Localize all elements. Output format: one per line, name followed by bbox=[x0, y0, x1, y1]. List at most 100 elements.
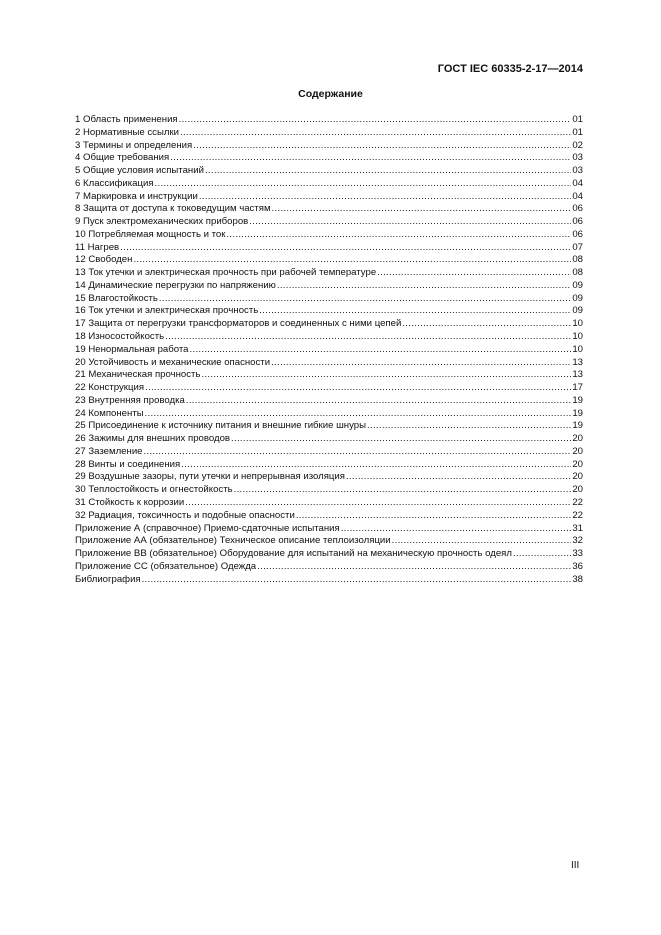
toc-entry: 9 Пуск электромеханических приборов 06 bbox=[75, 216, 583, 229]
toc-entry-title: 7 Маркировка и инструкции bbox=[75, 190, 198, 202]
toc-entry-page: 13 bbox=[572, 369, 583, 381]
toc-entry: 5 Общие условия испытаний 03 bbox=[75, 165, 583, 178]
dot-leader bbox=[271, 357, 571, 370]
dot-leader bbox=[402, 318, 571, 331]
toc-entry: Приложение АА (обязательное) Техническое… bbox=[75, 535, 583, 548]
toc-entry-page: 20 bbox=[572, 433, 583, 445]
toc-entry: 8 Защита от доступа к токоведущим частям… bbox=[75, 203, 583, 216]
toc-entry-title: 11 Нагрев bbox=[75, 241, 120, 253]
page-number: III bbox=[571, 860, 580, 871]
dot-leader bbox=[181, 459, 571, 472]
toc-entry-page: 04 bbox=[572, 190, 583, 202]
toc-entry: 4 Общие требования 03 bbox=[75, 152, 583, 165]
toc-entry: Библиография 38 bbox=[75, 574, 583, 587]
toc-entry-title: 31 Стойкость к коррозии bbox=[75, 496, 185, 508]
toc-entry-page: 06 bbox=[572, 203, 583, 215]
toc-entry-title: 18 Износостойкость bbox=[75, 331, 165, 343]
dot-leader bbox=[249, 216, 571, 229]
toc-entry-title: Приложение А (справочное) Приемо-сдаточн… bbox=[75, 522, 340, 534]
toc-entry-page: 31 bbox=[572, 522, 583, 534]
toc-entry-title: 17 Защита от перегрузки трансформаторов … bbox=[75, 318, 402, 330]
toc-entry-page: 09 bbox=[572, 305, 583, 317]
toc-entry-title: 23 Внутренняя проводка bbox=[75, 394, 185, 406]
table-of-contents: 1 Область применения012 Нормативные ссыл… bbox=[75, 114, 583, 586]
toc-entry-page: 19 bbox=[572, 420, 583, 432]
toc-entry-title: 29 Воздушные зазоры, пути утечки и непре… bbox=[75, 471, 345, 483]
toc-entry-title: 5 Общие условия испытаний bbox=[75, 165, 204, 177]
page-title: Содержание bbox=[298, 88, 363, 100]
toc-entry: 1 Область применения 01 bbox=[75, 114, 583, 127]
toc-entry-title: Приложение ВВ (обязательное) Оборудовани… bbox=[75, 548, 512, 560]
dot-leader bbox=[257, 561, 571, 574]
dot-leader bbox=[392, 535, 572, 548]
toc-entry-page: 01 bbox=[572, 126, 583, 138]
toc-entry-page: 20 bbox=[572, 445, 583, 457]
toc-entry: 11 Нагрев 07 bbox=[75, 242, 583, 255]
toc-entry: 14 Динамические перегрузки по напряжению… bbox=[75, 280, 583, 293]
dot-leader bbox=[144, 446, 572, 459]
toc-entry-page: 08 bbox=[572, 267, 583, 279]
toc-entry: 31 Стойкость к коррозии 22 bbox=[75, 497, 583, 510]
dot-leader bbox=[277, 280, 571, 293]
dot-leader bbox=[341, 523, 572, 536]
toc-entry-title: 19 Ненормальная работа bbox=[75, 343, 189, 355]
dot-leader bbox=[155, 178, 572, 191]
toc-entry: 21 Механическая прочность 13 bbox=[75, 369, 583, 382]
dot-leader bbox=[186, 395, 571, 408]
dot-leader bbox=[120, 242, 571, 255]
toc-entry-title: 10 Потребляемая мощность и ток bbox=[75, 228, 226, 240]
toc-entry-title: 25 Присоединение к источнику питания и в… bbox=[75, 420, 367, 432]
toc-entry: 25 Присоединение к источнику питания и в… bbox=[75, 420, 583, 433]
dot-leader bbox=[159, 293, 571, 306]
toc-entry: 18 Износостойкость 10 bbox=[75, 331, 583, 344]
toc-entry-page: 19 bbox=[572, 394, 583, 406]
toc-entry: 7 Маркировка и инструкции 04 bbox=[75, 191, 583, 204]
toc-entry: 15 Влагостойкость 09 bbox=[75, 293, 583, 306]
toc-entry: 20 Устойчивость и механические опасности… bbox=[75, 357, 583, 370]
dot-leader bbox=[180, 127, 571, 140]
dot-leader bbox=[259, 305, 571, 318]
toc-entry-title: 13 Ток утечки и электрическая прочность … bbox=[75, 267, 377, 279]
toc-entry-page: 32 bbox=[572, 535, 583, 547]
toc-entry-title: 15 Влагостойкость bbox=[75, 292, 158, 304]
toc-entry-title: 8 Защита от доступа к токоведущим частям bbox=[75, 203, 271, 215]
toc-entry-page: 10 bbox=[572, 343, 583, 355]
dot-leader bbox=[513, 548, 571, 561]
toc-entry-page: 08 bbox=[572, 254, 583, 266]
toc-entry: 30 Теплостойкость и огнестойкость 20 bbox=[75, 484, 583, 497]
toc-entry-title: 6 Классификация bbox=[75, 177, 154, 189]
toc-entry: 22 Конструкция 17 bbox=[75, 382, 583, 395]
toc-entry: Приложение А (справочное) Приемо-сдаточн… bbox=[75, 523, 583, 536]
dot-leader bbox=[133, 254, 571, 267]
document-header: ГОСТ IEC 60335-2-17—2014 bbox=[437, 63, 583, 75]
toc-entry: 26 Зажимы для внешних проводов 20 bbox=[75, 433, 583, 446]
toc-entry: 16 Ток утечки и электрическая прочность 0… bbox=[75, 305, 583, 318]
dot-leader bbox=[201, 369, 571, 382]
toc-entry-page: 07 bbox=[572, 241, 583, 253]
toc-entry-page: 19 bbox=[572, 407, 583, 419]
toc-entry-title: 22 Конструкция bbox=[75, 382, 145, 394]
toc-entry: 3 Термины и определения 02 bbox=[75, 140, 583, 153]
toc-entry-page: 22 bbox=[572, 509, 583, 521]
dot-leader bbox=[205, 165, 571, 178]
toc-entry-page: 01 bbox=[572, 114, 583, 125]
toc-entry: 23 Внутренняя проводка 19 bbox=[75, 395, 583, 408]
toc-entry-page: 22 bbox=[572, 496, 583, 508]
dot-leader bbox=[231, 433, 571, 446]
toc-entry: 27 Заземление 20 bbox=[75, 446, 583, 459]
dot-leader bbox=[234, 484, 572, 497]
toc-entry-title: 12 Свободен bbox=[75, 254, 133, 266]
toc-entry: 12 Свободен 08 bbox=[75, 254, 583, 267]
toc-entry: Приложение ВВ (обязательное) Оборудовани… bbox=[75, 548, 583, 561]
toc-entry-page: 20 bbox=[572, 484, 583, 496]
toc-entry-title: 4 Общие требования bbox=[75, 152, 170, 164]
toc-entry-page: 06 bbox=[572, 228, 583, 240]
toc-entry-title: 16 Ток утечки и электрическая прочность bbox=[75, 305, 259, 317]
toc-entry-title: 26 Зажимы для внешних проводов bbox=[75, 433, 231, 445]
dot-leader bbox=[179, 114, 572, 127]
toc-entry-page: 10 bbox=[572, 331, 583, 343]
toc-entry-title: 1 Область применения bbox=[75, 114, 178, 125]
toc-entry: 28 Винты и соединения 20 bbox=[75, 459, 583, 472]
toc-entry-title: Приложение СС (обязательное) Одежда bbox=[75, 560, 257, 572]
toc-entry: 13 Ток утечки и электрическая прочность … bbox=[75, 267, 583, 280]
